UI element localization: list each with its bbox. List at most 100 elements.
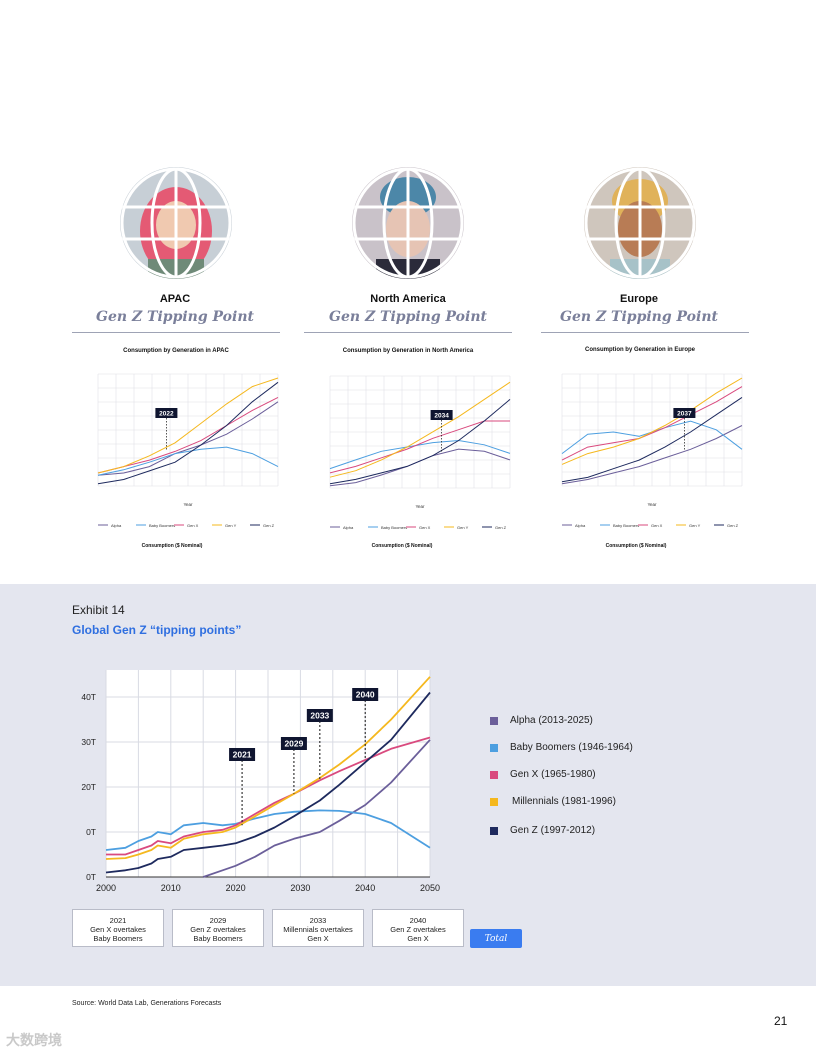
- source-note: Source: World Data Lab, Generations Fore…: [72, 1000, 222, 1007]
- milestone-line2: Baby Boomers: [193, 934, 243, 943]
- mini-legend-label: Gen Z: [263, 523, 275, 528]
- mini-legend-label: Gen Y: [225, 523, 237, 528]
- global-tipping-point-chart: 0T 0T 20T 30T 40T 2000 2010 2020 2030 2040 2050 202…: [81, 670, 440, 893]
- exhibit-label: Exhibit 14: [72, 603, 125, 617]
- legend-swatch: [490, 743, 498, 752]
- region-subtitle-north-america: Gen Z Tipping Point: [329, 309, 487, 325]
- x-tick-label: 2050: [420, 883, 440, 893]
- mini-series-line: [97, 381, 279, 485]
- legend-swatch: [490, 826, 498, 835]
- mini-legend-label: Gen Z: [727, 523, 739, 528]
- exhibit-title: Global Gen Z “tipping points”: [72, 623, 242, 637]
- callout-box: [229, 748, 256, 761]
- mini-series-line: [329, 420, 510, 474]
- mini-legend-label: Gen Z: [495, 525, 507, 530]
- mini-legend-label: Gen X: [187, 523, 199, 528]
- milestone-line2: Gen X: [307, 934, 329, 943]
- callout-label: 2029: [284, 739, 303, 749]
- mini-callout-box: [430, 410, 453, 420]
- mini-chart-footer-apac: Consumption ($ Nominal): [141, 543, 203, 549]
- mini-legend-label: Baby Boomers: [613, 523, 639, 528]
- mini-legend-label: Baby Boomers: [381, 525, 407, 530]
- mini-callout-box: [673, 408, 696, 418]
- mini-chart-title-apac: Consumption by Generation in APAC: [123, 348, 229, 354]
- legend-label: Alpha (2013-2025): [510, 715, 593, 726]
- callout-box: [280, 737, 307, 750]
- mini-series-line: [329, 439, 511, 470]
- milestone-year: 2021: [109, 916, 127, 925]
- mini-series-line: [97, 446, 279, 476]
- portrait-apac: [120, 167, 232, 279]
- series-line-gen: [106, 736, 431, 856]
- mini-legend-label: Alpha: [575, 523, 586, 528]
- portrait-north-america: [352, 167, 464, 279]
- milestone-box-2029[interactable]: 2029 Gen Z overtakes Baby Boomers: [172, 909, 264, 947]
- mini-chart-footer-europe: Consumption ($ Nominal): [605, 543, 667, 549]
- region-name-north-america: North America: [370, 293, 446, 305]
- portrait-europe: [584, 167, 696, 279]
- milestone-box-2033[interactable]: 2033 Millennials overtakes Gen X: [272, 909, 364, 947]
- mini-series-line: [97, 401, 279, 476]
- milestone-line2: Baby Boomers: [93, 934, 143, 943]
- mini-series-line: [97, 377, 279, 474]
- mini-legend-label: Gen Y: [689, 523, 701, 528]
- mini-callout-box: [155, 408, 178, 418]
- globe-portrait-europe: [584, 167, 696, 279]
- mini-series-line: [329, 399, 511, 485]
- legend-label: Gen Z (1997-2012): [510, 825, 596, 836]
- milestone-box-2021[interactable]: 2021 Gen X overtakes Baby Boomers: [72, 909, 164, 947]
- y-tick-label: 30T: [81, 737, 96, 747]
- milestone-line1: Gen Z overtakes: [390, 925, 446, 934]
- mini-legend-label: Gen X: [651, 523, 663, 528]
- legend-swatch: [490, 797, 498, 806]
- mini-callout-label: 2037: [677, 411, 692, 418]
- divider-europe: [541, 332, 749, 333]
- milestone-line1: Gen Z overtakes: [190, 925, 246, 934]
- milestone-year: 2033: [309, 916, 327, 925]
- legend-swatch: [490, 716, 498, 725]
- mini-series-line: [329, 381, 511, 478]
- mini-legend-label: Gen Y: [457, 525, 469, 530]
- legend-swatch: [490, 770, 498, 779]
- milestone-year: 2040: [409, 916, 427, 925]
- mini-series-line: [561, 396, 743, 483]
- series-line-gen: [105, 691, 431, 874]
- mini-legend-label: Alpha: [343, 525, 354, 530]
- mini-chart-europe: 2037 Year Alpha Baby Boomers Gen X Gen Y Gen Z: [561, 373, 743, 528]
- legend-item-gen-x: Gen X (1965-1980): [490, 769, 596, 780]
- total-button[interactable]: Total: [470, 929, 522, 948]
- legend-label: Gen X (1965-1980): [510, 769, 596, 780]
- callout-label: 2033: [310, 711, 329, 721]
- y-tick-label: 0T: [86, 827, 96, 837]
- mini-legend-label: Alpha: [111, 523, 122, 528]
- region-subtitle-apac: Gen Z Tipping Point: [96, 309, 254, 325]
- mini-callout-label: 2034: [434, 413, 449, 420]
- x-tick-label: 2040: [355, 883, 375, 893]
- divider-apac: [72, 332, 280, 333]
- milestone-box-2040[interactable]: 2040 Gen Z overtakes Gen X: [372, 909, 464, 947]
- mini-x-label: Year: [415, 504, 425, 509]
- callout-label: 2040: [356, 690, 375, 700]
- mini-x-label: Year: [183, 502, 193, 507]
- region-subtitle-europe: Gen Z Tipping Point: [560, 309, 718, 325]
- x-tick-label: 2010: [161, 883, 181, 893]
- y-tick-label: 0T: [86, 872, 96, 882]
- page-number: 21: [774, 1014, 788, 1028]
- callout-label: 2021: [233, 750, 252, 760]
- callout-box: [306, 709, 333, 722]
- mini-callout-label: 2022: [159, 411, 174, 418]
- callout-box: [352, 688, 379, 701]
- series-line-baby: [105, 809, 431, 851]
- mini-series-line: [561, 377, 743, 465]
- milestone-line1: Millennials overtakes: [283, 925, 353, 934]
- mini-series-line: [561, 386, 743, 461]
- milestone-line1: Gen X overtakes: [90, 925, 146, 934]
- region-name-apac: APAC: [159, 293, 191, 305]
- mini-legend-label: Gen X: [419, 525, 431, 530]
- milestone-line2: Gen X: [407, 934, 429, 943]
- milestone-boxes: 2021 Gen X overtakes Baby Boomers 2029 G…: [72, 909, 472, 947]
- series-line-alpha: [202, 739, 431, 878]
- legend-item-baby-boomers: Baby Boomers (1946-1964): [490, 742, 633, 753]
- mini-series-line: [97, 396, 279, 474]
- mini-x-label: Year: [647, 502, 657, 507]
